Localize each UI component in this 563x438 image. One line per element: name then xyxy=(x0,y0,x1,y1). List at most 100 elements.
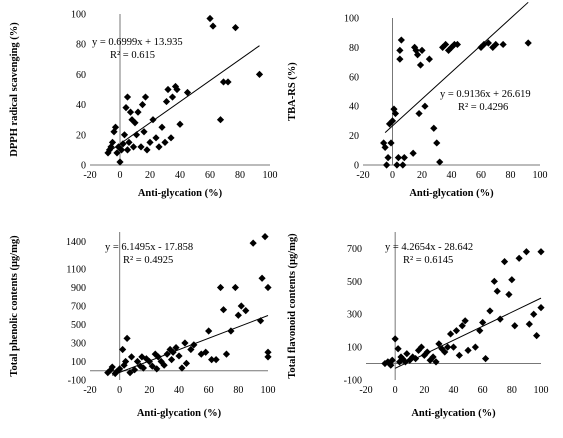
data-point xyxy=(393,161,401,169)
data-point xyxy=(161,138,169,146)
x-tick-label: 60 xyxy=(205,170,215,181)
x-tick-label: -20 xyxy=(83,170,96,181)
data-point xyxy=(119,345,127,354)
data-point xyxy=(449,343,458,351)
data-point xyxy=(476,327,484,335)
x-tick-label: 20 xyxy=(145,170,155,181)
data-point xyxy=(164,85,172,94)
regression-equation: y = 4.2654x - 28.642 xyxy=(385,242,473,253)
x-tick-label: 60 xyxy=(476,170,486,181)
data-point xyxy=(432,358,440,366)
data-point xyxy=(145,357,153,366)
data-point xyxy=(116,365,124,373)
data-point xyxy=(255,70,264,78)
data-point xyxy=(391,109,400,118)
data-point xyxy=(394,345,402,353)
data-point xyxy=(385,120,394,128)
data-point xyxy=(219,78,228,86)
data-point xyxy=(197,350,205,358)
data-point xyxy=(394,154,402,162)
chart-panel-4: -20 0 20 40 60 80 100 -100 100 300 500 700 y = 4.265… xyxy=(287,232,549,419)
data-point xyxy=(116,158,124,166)
data-point xyxy=(146,138,154,146)
data-point xyxy=(181,339,189,347)
y-tick-label: 100 xyxy=(71,357,86,368)
data-point xyxy=(415,109,423,118)
y-tick-label: 100 xyxy=(344,14,359,25)
data-point xyxy=(446,330,455,338)
data-point xyxy=(383,161,391,169)
x-axis-title: Anti-glycation (%) xyxy=(138,188,223,199)
data-point xyxy=(453,40,461,49)
data-point xyxy=(411,355,420,363)
data-point xyxy=(108,363,116,371)
x-tick-label: 40 xyxy=(449,385,459,396)
data-point xyxy=(530,310,538,318)
data-point xyxy=(148,362,156,370)
y-tick-label: 40 xyxy=(349,102,359,113)
r-squared-label: R² = 0.6145 xyxy=(403,255,453,266)
x-tick-label: 60 xyxy=(204,385,214,396)
data-point xyxy=(400,154,408,162)
data-point xyxy=(496,315,504,323)
y-tick-label: 500 xyxy=(71,320,86,331)
x-tick-label: 100 xyxy=(263,170,278,181)
data-point xyxy=(420,351,428,359)
data-point xyxy=(138,101,147,109)
y-tick-label: 20 xyxy=(349,131,359,142)
y-tick-label: 80 xyxy=(349,43,359,54)
data-point xyxy=(436,158,444,166)
data-point xyxy=(119,140,127,148)
data-point xyxy=(139,364,147,372)
data-point xyxy=(163,350,171,358)
y-tick-label: 500 xyxy=(347,277,362,288)
data-point xyxy=(396,46,404,54)
trendline xyxy=(112,315,269,376)
x-tick-label: 0 xyxy=(117,385,122,396)
data-point xyxy=(499,40,507,49)
x-tick-label: 20 xyxy=(417,170,427,181)
data-point xyxy=(452,327,461,335)
data-point xyxy=(490,277,498,285)
data-point xyxy=(140,128,148,136)
data-point xyxy=(461,317,469,325)
y-tick-label: 1100 xyxy=(66,265,86,276)
data-point xyxy=(111,123,120,131)
data-point xyxy=(493,287,501,295)
data-point xyxy=(533,332,541,340)
data-point xyxy=(126,108,135,116)
data-point xyxy=(388,117,397,125)
data-point xyxy=(396,55,404,63)
data-point xyxy=(444,343,452,351)
data-point xyxy=(130,366,139,374)
data-point xyxy=(107,366,115,374)
y-tick-label: 80 xyxy=(76,40,86,51)
data-point xyxy=(399,161,407,169)
chart-panel-3: -20 0 20 40 60 80 100 -100 100 300 500 700 900 1100 14… xyxy=(9,232,276,419)
data-point xyxy=(132,131,141,139)
data-point xyxy=(455,351,463,359)
data-point xyxy=(142,355,150,363)
r-squared-label: R² = 0.4925 xyxy=(123,255,173,266)
data-point xyxy=(511,322,519,330)
y-axis-title: DPPH radical scavenging (%) xyxy=(9,22,20,157)
data-point xyxy=(413,51,422,59)
data-point xyxy=(484,39,492,47)
data-point xyxy=(137,143,145,151)
data-point xyxy=(381,143,389,151)
data-point xyxy=(205,327,213,335)
data-point xyxy=(256,317,265,325)
data-point xyxy=(117,146,126,154)
y-axis-title: Total phenolic contents (μg/mg) xyxy=(9,235,20,377)
data-point xyxy=(384,154,392,162)
data-point xyxy=(143,146,151,154)
data-point xyxy=(173,85,181,94)
data-point xyxy=(231,283,239,292)
data-point xyxy=(418,46,426,54)
x-tick-label: 40 xyxy=(447,170,457,181)
data-point xyxy=(158,123,166,131)
data-point xyxy=(153,365,161,373)
data-point xyxy=(175,352,183,360)
data-point xyxy=(390,105,398,113)
x-tick-label: 40 xyxy=(174,385,184,396)
